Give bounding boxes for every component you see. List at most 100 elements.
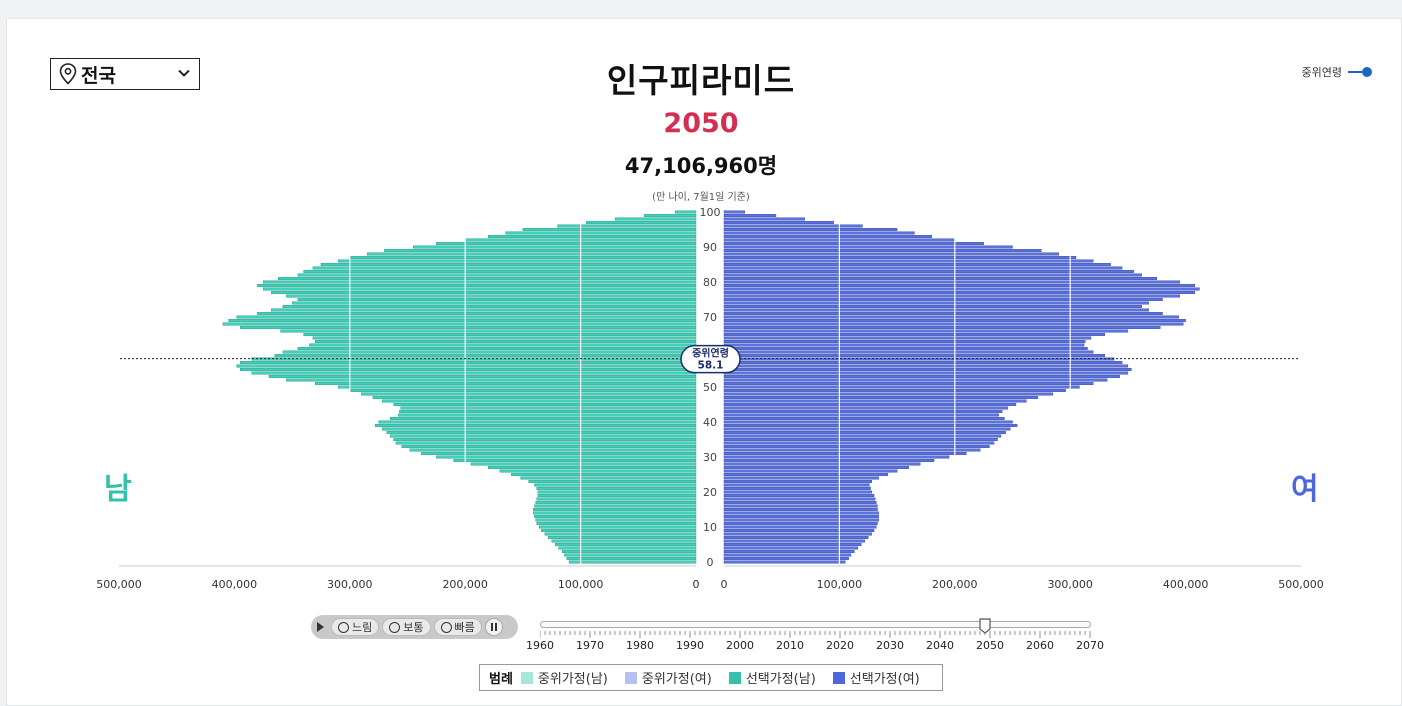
speed-slow-label: 느림 <box>352 621 373 634</box>
y-tick-age: 80 <box>703 276 717 289</box>
legend-swatch <box>832 671 845 684</box>
female-label: 여 <box>1291 472 1319 507</box>
slider-year-label: 2050 <box>976 639 1004 652</box>
speed-fast-label: 빠름 <box>454 621 475 634</box>
bar-female-age-71 <box>723 312 1163 315</box>
bar-male-age-83 <box>303 270 697 273</box>
bar-female-age-0 <box>723 560 846 564</box>
bar-male-age-11 <box>536 522 697 525</box>
bar-female-age-34 <box>723 441 995 445</box>
bar-female-age-98 <box>723 217 805 221</box>
y-tick-age: 30 <box>703 451 717 464</box>
bar-male-age-7 <box>548 536 697 539</box>
pause-icon[interactable] <box>484 618 503 636</box>
slider-thumb[interactable] <box>979 618 991 634</box>
bar-female-age-16 <box>723 504 878 508</box>
legend-label: 선택가정(남) <box>745 672 816 687</box>
bar-female-age-10 <box>723 525 877 529</box>
bar-female-age-19 <box>723 494 875 497</box>
bar-male-age-32 <box>409 448 697 452</box>
bar-male-age-61 <box>297 347 697 350</box>
bar-male-age-81 <box>278 277 697 280</box>
median-age-badge <box>680 344 741 374</box>
bar-male-age-55 <box>239 368 697 371</box>
legend-item-selected-female[interactable]: 선택가정(여) <box>832 668 920 687</box>
legend-swatch <box>728 671 741 684</box>
bar-female-age-85 <box>723 263 1111 266</box>
playback-controls: 느림 보통 빠름 <box>311 615 518 639</box>
bar-male-age-21 <box>536 487 697 490</box>
bar-male-age-35 <box>393 438 697 441</box>
x-tick-female: 0 <box>721 578 728 591</box>
bar-male-age-6 <box>551 539 697 543</box>
bar-male-age-91 <box>436 242 697 245</box>
legend-item-selected-male[interactable]: 선택가정(남) <box>728 668 816 687</box>
bar-female-age-39 <box>723 424 1018 427</box>
bar-female-age-56 <box>723 364 1129 368</box>
bar-male-age-0 <box>568 560 697 564</box>
bar-female-age-27 <box>723 466 909 469</box>
bar-male-age-41 <box>389 417 697 420</box>
bar-male-age-4 <box>558 546 697 550</box>
bar-male-age-67 <box>239 326 697 329</box>
bar-male-age-78 <box>263 287 697 291</box>
bar-male-age-25 <box>511 473 697 476</box>
slider-year-label: 2020 <box>826 639 854 652</box>
bar-female-age-33 <box>723 445 990 448</box>
bar-female-age-70 <box>723 315 1179 319</box>
bar-female-age-78 <box>723 287 1200 291</box>
bar-female-age-51 <box>723 382 1094 385</box>
bar-male-age-8 <box>544 532 697 536</box>
bar-female-age-44 <box>723 406 1009 410</box>
play-icon[interactable] <box>317 622 324 632</box>
bar-male-age-43 <box>399 410 697 413</box>
gauge-icon <box>440 621 452 633</box>
bar-female-age-52 <box>723 378 1108 382</box>
bar-female-age-2 <box>723 553 852 557</box>
bar-male-age-72 <box>271 308 697 312</box>
bar-male-age-2 <box>564 553 697 557</box>
bar-female-age-3 <box>723 550 855 553</box>
bar-female-age-28 <box>723 462 921 466</box>
bar-male-age-85 <box>320 263 697 266</box>
legend-item-median-female[interactable]: 중위가정(여) <box>624 668 712 687</box>
slider-year-label: 2070 <box>1076 639 1104 652</box>
median-age-toggle[interactable]: 중위연령 <box>1302 64 1372 80</box>
legend-item-median-male[interactable]: 중위가정(남) <box>520 668 608 687</box>
slider-year-label: 1990 <box>676 639 704 652</box>
legend: 범례 중위가정(남) 중위가정(여) 선택가정(남) 선택가정(여) <box>479 664 943 691</box>
bar-female-age-65 <box>723 333 1106 336</box>
bar-female-age-5 <box>723 543 862 546</box>
slider-track[interactable] <box>540 621 1091 628</box>
speed-normal-button[interactable]: 보통 <box>382 618 431 636</box>
x-tick-male: 400,000 <box>212 578 258 591</box>
population-pyramid-chart: 500,000 400,000 300,000 200,000 100,000 0 0 100… <box>96 205 1324 591</box>
speed-slow-button[interactable]: 느림 <box>331 618 380 636</box>
bar-male-age-68 <box>222 322 697 326</box>
x-tick-female: 100,000 <box>817 578 863 591</box>
bar-male-age-64 <box>312 336 697 340</box>
bar-male-age-80 <box>263 280 697 284</box>
bar-male-age-18 <box>536 497 697 501</box>
page-title: 인구피라미드 <box>606 61 796 100</box>
bar-female-age-75 <box>723 298 1163 301</box>
bar-male-age-87 <box>349 256 697 259</box>
bar-male-age-93 <box>488 235 697 238</box>
year-slider[interactable]: 1960 1970 1980 1990 2000 2010 2020 2030 2040 2050… <box>526 618 1104 658</box>
bar-male-age-10 <box>538 525 697 529</box>
slider-year-label: 2010 <box>776 639 804 652</box>
bar-male-age-54 <box>251 371 697 375</box>
bar-female-age-81 <box>723 277 1157 280</box>
speed-fast-button[interactable]: 빠름 <box>433 618 482 636</box>
bar-female-age-32 <box>723 448 981 452</box>
bar-male-age-34 <box>395 441 697 445</box>
bar-male-age-44 <box>400 406 697 410</box>
bar-female-age-82 <box>723 273 1142 277</box>
bar-male-age-56 <box>236 364 697 368</box>
bar-female-age-54 <box>723 371 1129 375</box>
slider-year-label: 2000 <box>726 639 754 652</box>
bar-male-age-20 <box>537 490 697 494</box>
toggle-track <box>1348 71 1362 73</box>
region-dropdown[interactable]: 전국 <box>50 58 200 90</box>
y-tick-age: 90 <box>703 241 717 254</box>
